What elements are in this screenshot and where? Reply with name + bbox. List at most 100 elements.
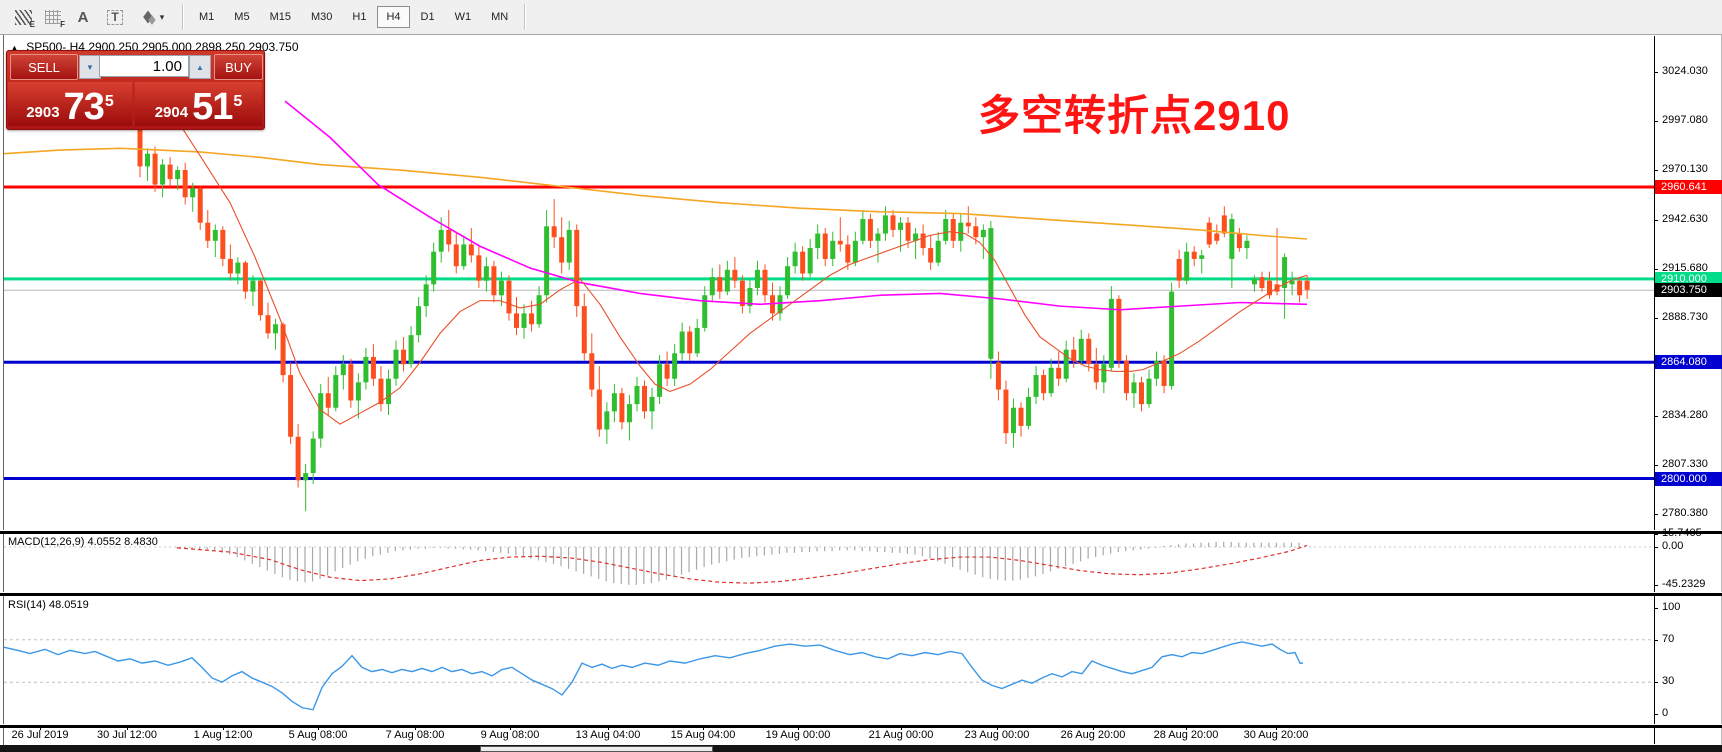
candle-body[interactable] [498,280,504,296]
candle-body[interactable] [355,382,361,401]
candle-body[interactable] [446,229,452,245]
candle-body[interactable] [431,251,437,285]
macd-indicator-label[interactable]: MACD(12,26,9) 4.0552 8.4830 [8,536,158,548]
candle-body[interactable] [626,404,632,423]
candle-body[interactable] [250,280,256,292]
candle-body[interactable] [988,228,994,359]
candle-body[interactable] [596,389,602,430]
macd-pane-separator[interactable] [0,530,1722,534]
candle-body[interactable] [747,287,753,307]
candle-body[interactable] [1199,255,1205,259]
candle-body[interactable] [190,188,196,198]
sell-button[interactable]: SELL [10,54,78,80]
text-a-icon[interactable]: A [70,5,96,29]
candle-body[interactable] [408,335,414,365]
hline-2864.080[interactable] [4,360,1654,364]
candle-body[interactable] [483,266,489,281]
text-label-icon[interactable]: T [100,5,130,29]
candle-body[interactable] [1056,367,1062,379]
timeframe-button-w1[interactable]: W1 [454,11,472,23]
timeframe-button-m30[interactable]: M30 [310,11,333,23]
candle-body[interactable] [1078,338,1084,361]
sell-price-display[interactable]: 2903 73 5 [8,82,132,126]
candle-body[interactable] [1026,396,1032,426]
grid-f-icon[interactable]: F [40,5,66,29]
candle-body[interactable] [197,188,203,223]
candle-body[interactable] [709,277,715,296]
candle-body[interactable] [242,262,248,292]
hline-2903.750[interactable] [4,289,1654,291]
candle-body[interactable] [1304,280,1310,290]
candle-body[interactable] [1154,360,1160,379]
candle-body[interactable] [875,233,881,241]
candle-body[interactable] [604,411,610,430]
candle-body[interactable] [468,244,474,256]
candle-body[interactable] [145,153,151,167]
candle-body[interactable] [416,306,422,336]
candle-body[interactable] [1018,407,1024,426]
candle-body[interactable] [137,126,143,167]
candle-body[interactable] [837,240,843,245]
candle-body[interactable] [265,315,271,334]
candle-body[interactable] [958,222,964,241]
candle-body[interactable] [303,473,309,481]
candle-body[interactable] [1191,251,1197,259]
chevron-down-icon[interactable]: ▾ [159,11,165,22]
candle-body[interactable] [348,364,354,401]
candle-body[interactable] [340,364,346,376]
candle-body[interactable] [476,255,482,281]
buy-button[interactable]: BUY [214,54,263,80]
candle-body[interactable] [1221,215,1227,234]
candle-body[interactable] [1176,258,1182,281]
candle-body[interactable] [220,229,226,259]
candle-body[interactable] [212,229,218,241]
candle-body[interactable] [1093,364,1099,383]
candle-body[interactable] [1289,280,1295,285]
candle-body[interactable] [310,438,316,474]
candle-body[interactable] [845,244,851,263]
candle-body[interactable] [1267,280,1272,296]
candle-body[interactable] [1161,360,1167,386]
candle-body[interactable] [152,153,158,185]
timeframe-button-h1[interactable]: H1 [352,11,367,23]
hline-2800.000[interactable] [4,477,1654,481]
candle-body[interactable] [182,170,188,198]
candle-body[interactable] [544,226,550,296]
candle-body[interactable] [393,349,399,379]
candle-body[interactable] [514,313,519,328]
candle-body[interactable] [890,215,896,230]
candle-body[interactable] [1146,378,1152,405]
candle-body[interactable] [679,331,685,354]
candle-body[interactable] [1086,338,1092,365]
candle-body[interactable] [792,251,798,267]
candle-body[interactable] [965,222,971,227]
candle-body[interactable] [732,269,738,281]
candle-body[interactable] [167,164,173,180]
candle-body[interactable] [995,362,1001,390]
candle-body[interactable] [529,313,535,325]
volume-increase-button[interactable]: ▲ [189,55,211,79]
candle-body[interactable] [491,266,497,296]
candle-body[interactable] [807,248,813,274]
candle-body[interactable] [777,295,783,314]
candle-body[interactable] [800,251,806,274]
candle-body[interactable] [1108,298,1114,368]
volume-input[interactable]: 1.00 [99,55,189,77]
candle-body[interactable] [1101,364,1107,383]
candle-body[interactable] [672,353,678,379]
candle-body[interactable] [175,170,181,180]
candle-body[interactable] [642,385,648,412]
candle-body[interactable] [1071,349,1077,361]
candle-body[interactable] [1214,233,1220,241]
candle-body[interactable] [980,229,986,238]
candle-body[interactable] [920,233,926,249]
candle-body[interactable] [295,436,301,481]
candle-body[interactable] [378,378,384,405]
candle-body[interactable] [333,375,339,408]
candle-body[interactable] [928,248,934,263]
candle-body[interactable] [1244,240,1250,249]
buy-price-display[interactable]: 2904 51 5 [135,82,262,126]
rsi-pane-separator[interactable] [0,592,1722,596]
candle-body[interactable] [785,266,791,296]
candle-body[interactable] [898,222,904,230]
